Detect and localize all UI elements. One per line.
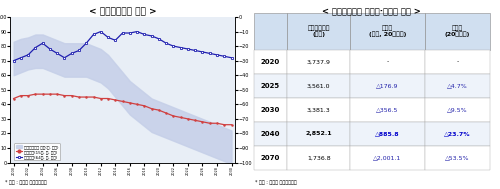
Legend: 생산연령연구 증감(우, 만명), 진입인구(15세, 좌, 만명), 이탈인구(64세, 좌, 만명): 생산연령연구 증감(우, 만명), 진입인구(15세, 좌, 만명), 이탈인구… bbox=[14, 143, 60, 160]
Text: * 자료 : 통계청 장래인구추계: * 자료 : 통계청 장래인구추계 bbox=[255, 180, 297, 185]
Title: < 생산연령인구 변화 >: < 생산연령인구 변화 > bbox=[89, 7, 156, 16]
Title: < 생산연령인구 증감폭·증감률 전망 >: < 생산연령인구 증감폭·증감률 전망 > bbox=[322, 7, 421, 16]
Text: * 자료 : 통계청 장래인구추계: * 자료 : 통계청 장래인구추계 bbox=[5, 180, 47, 185]
